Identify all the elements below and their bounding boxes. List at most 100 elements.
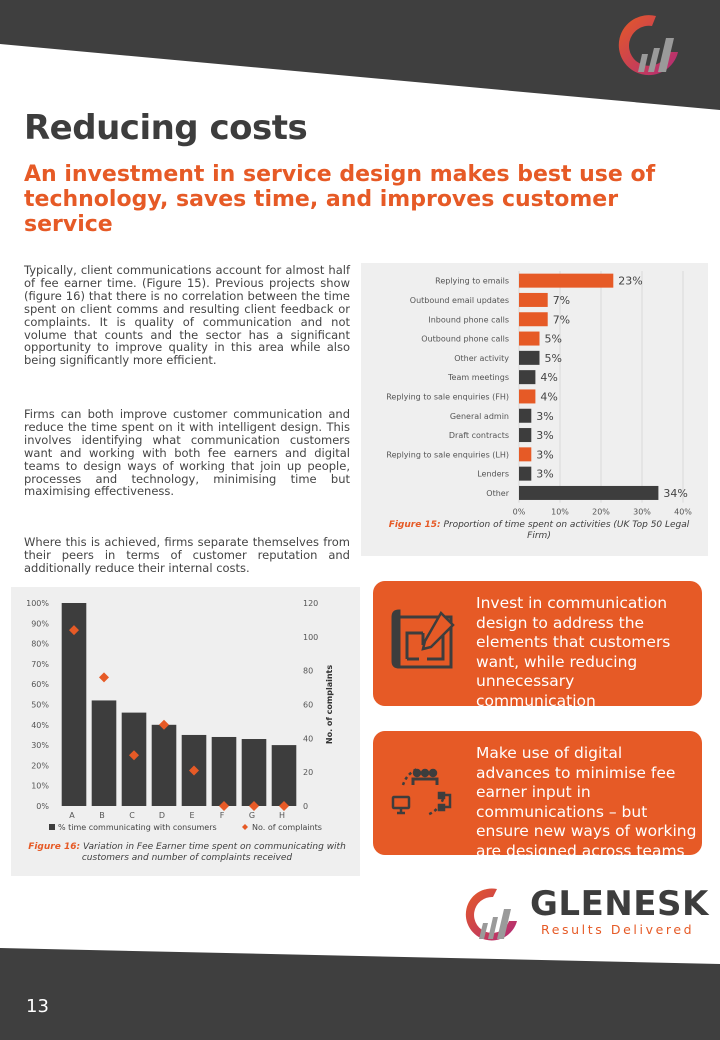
legend-swatch <box>49 824 55 830</box>
complaints-marker <box>219 801 229 811</box>
figure-16-caption-label: Figure 16: <box>28 842 81 852</box>
x-tick-label: F <box>220 811 225 820</box>
page-title: Reducing costs <box>24 108 308 148</box>
complaints-marker <box>279 801 289 811</box>
bar <box>271 745 297 806</box>
legend-label: % time communicating with consumers <box>58 823 217 832</box>
figure-15-panel: 0% 10% 20% 30% 40% Replying to emails 23% Outbo… <box>361 263 708 556</box>
category-label: Inbound phone calls <box>428 315 509 324</box>
legend-label: No. of complaints <box>252 823 322 832</box>
brand-name: GLENESK <box>530 884 709 924</box>
footer-band <box>0 948 720 1040</box>
bar <box>519 447 532 462</box>
y-tick-label: 10% <box>31 782 49 791</box>
bar <box>519 331 540 346</box>
bar <box>211 736 237 806</box>
x-tick-label: E <box>189 811 194 820</box>
data-label: 5% <box>545 333 562 346</box>
category-label: Outbound email updates <box>410 296 509 305</box>
body-paragraph: Typically, client communications account… <box>24 263 350 368</box>
y2-tick-label: 60 <box>303 701 313 710</box>
bar <box>519 466 532 481</box>
y-tick-label: 50% <box>31 701 49 710</box>
legend-marker <box>242 824 248 830</box>
brand-tagline: Results Delivered <box>541 922 695 937</box>
complaints-marker <box>189 765 199 776</box>
page-subtitle: An investment in service design makes be… <box>24 162 656 237</box>
y2-tick-label: 0 <box>303 802 308 811</box>
x-tick-label: 0% <box>513 508 526 517</box>
figure-15-caption-label: Figure 15: <box>388 520 441 530</box>
x-tick-label: C <box>129 811 135 820</box>
x-tick-label: 30% <box>633 508 651 517</box>
glenesk-logo-icon <box>465 888 517 941</box>
bar <box>519 485 659 500</box>
category-label: Other <box>486 489 509 498</box>
y-tick-label: 70% <box>31 660 49 669</box>
y-tick-label: 60% <box>31 680 49 689</box>
data-label: 5% <box>545 352 562 365</box>
data-label: 3% <box>536 468 553 481</box>
category-label: Replying to emails <box>435 277 509 286</box>
bar <box>61 603 87 806</box>
complaints-marker <box>99 672 109 683</box>
bar <box>519 408 532 423</box>
y-tick-label: 0% <box>36 802 49 811</box>
category-label: Lenders <box>477 470 509 479</box>
data-label: 3% <box>536 448 553 461</box>
y2-tick-label: 40 <box>303 734 313 743</box>
y-tick-label: 90% <box>31 619 49 628</box>
y2-tick-label: 100 <box>303 633 318 642</box>
callout-text: Invest in communication design to addres… <box>476 594 671 710</box>
figure-16-panel: 0% 10% 20% 30% 40% 50% 60% 70% 80% 90% 100% 0 20 40 60… <box>11 587 360 876</box>
header-band <box>0 0 720 110</box>
category-label: General admin <box>450 412 509 421</box>
bar <box>91 700 117 806</box>
category-label: Replying to sale enquiries (FH) <box>386 392 509 401</box>
category-label: Draft contracts <box>449 431 509 440</box>
x-tick-label: 40% <box>674 508 692 517</box>
bar <box>519 389 536 404</box>
y2-tick-label: 80 <box>303 667 313 676</box>
data-label: 23% <box>618 275 642 288</box>
glenesk-mark-icon <box>618 15 678 76</box>
page-number: 13 <box>26 996 49 1017</box>
figure-15-caption: Figure 15: Proportion of time spent on a… <box>379 520 699 542</box>
x-tick-label: B <box>99 811 105 820</box>
y2-tick-label: 20 <box>303 768 313 777</box>
figure-16-caption: Figure 16: Variation in Fee Earner time … <box>19 842 355 864</box>
x-tick-label: 10% <box>551 508 569 517</box>
data-label: 34% <box>663 487 687 500</box>
data-label: 3% <box>536 410 553 423</box>
y2-axis-label: No. of complaints <box>325 665 334 744</box>
y-tick-label: 30% <box>31 741 49 750</box>
blueprint-icon <box>391 609 455 669</box>
y-tick-label: 20% <box>31 761 49 770</box>
x-tick-label: H <box>279 811 285 820</box>
y-tick-label: 40% <box>31 721 49 730</box>
x-tick-label: D <box>159 811 165 820</box>
bar <box>519 292 548 307</box>
bar <box>151 724 177 806</box>
figure-16-chart: 0% 10% 20% 30% 40% 50% 60% 70% 80% 90% 100% 0 20 40 60… <box>26 599 334 832</box>
body-paragraph: Firms can both improve customer communic… <box>24 407 350 499</box>
data-label: 7% <box>553 294 570 307</box>
callout-text: Make use of digital advances to minimise… <box>476 744 697 860</box>
category-label: Team meetings <box>447 373 509 382</box>
complaints-marker <box>69 625 79 636</box>
y-tick-label: 80% <box>31 640 49 649</box>
data-label: 4% <box>540 390 557 403</box>
callout-digital-advances: Make use of digital advances to minimise… <box>373 731 702 860</box>
bar <box>519 428 532 443</box>
complaints-marker <box>249 801 259 811</box>
data-label: 3% <box>536 429 553 442</box>
y2-tick-label: 120 <box>303 599 318 608</box>
figure-15-caption-text: Proportion of time spent on activities (… <box>440 520 690 541</box>
team-network-icon <box>391 767 452 817</box>
callout-communication-design: Invest in communication design to addres… <box>373 581 702 710</box>
bar <box>241 739 267 806</box>
bar <box>519 273 614 288</box>
complaints-marker <box>159 719 169 730</box>
figure-16-caption-text: Variation in Fee Earner time spent on co… <box>80 842 346 863</box>
category-label: Outbound phone calls <box>421 335 509 344</box>
